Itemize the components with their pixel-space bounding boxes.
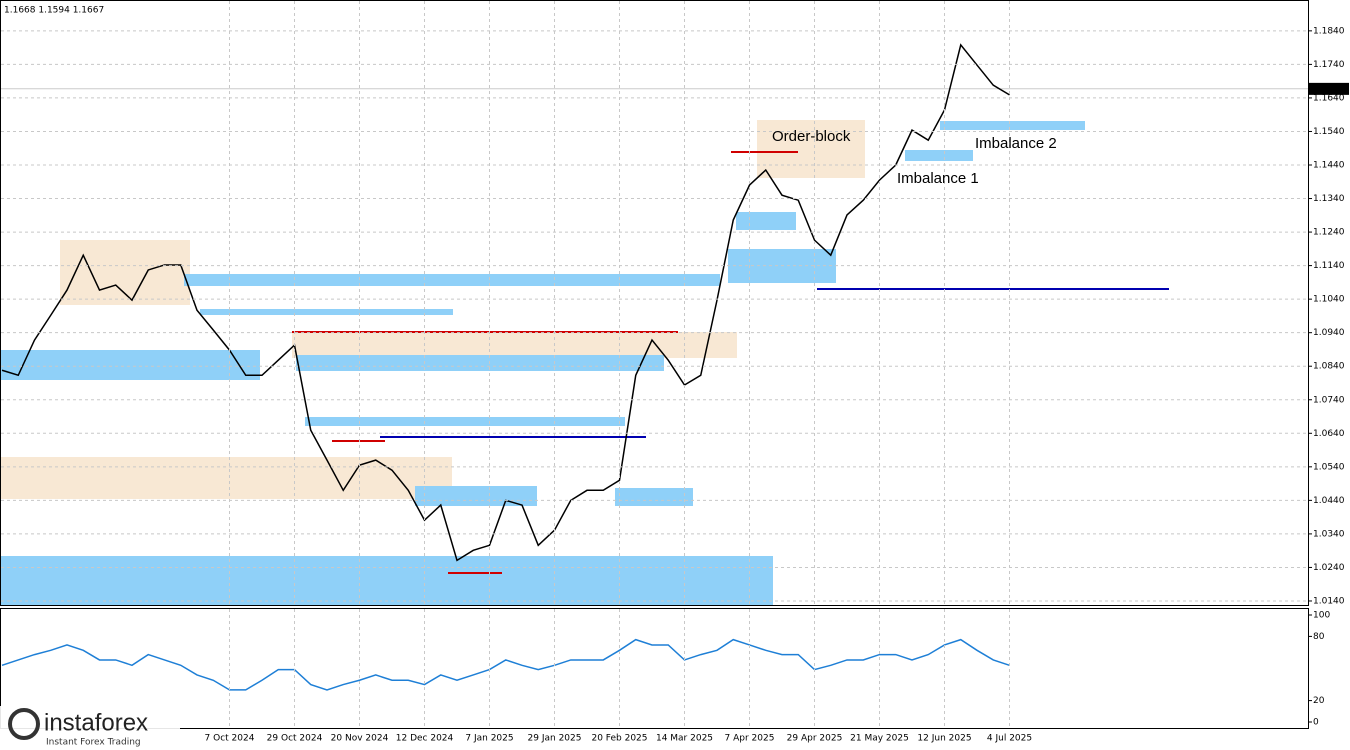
y-tick-label: 1.1740 bbox=[1313, 60, 1345, 70]
y-tick-label: 1.1040 bbox=[1313, 295, 1345, 305]
last-price-box bbox=[1309, 82, 1349, 95]
y-tick-label: 1.1340 bbox=[1313, 194, 1345, 204]
x-tick-label: 7 Apr 2025 bbox=[725, 734, 775, 744]
y-tick-label: 1.0340 bbox=[1313, 529, 1345, 539]
y-tick-label: 0 bbox=[1313, 718, 1319, 728]
oscillator-line bbox=[1, 638, 1010, 691]
imbalance-zone bbox=[905, 150, 973, 161]
y-tick-label: 1.1640 bbox=[1313, 93, 1345, 103]
imbalance-zone bbox=[184, 274, 720, 286]
annotation: Imbalance 2 bbox=[975, 135, 1057, 152]
x-tick-label: 20 Nov 2024 bbox=[331, 734, 389, 744]
order-block-zone bbox=[0, 457, 452, 499]
oscillator-frame bbox=[0, 608, 1309, 729]
price-frame bbox=[0, 0, 1309, 606]
y-tick-label: 1.0740 bbox=[1313, 395, 1345, 405]
y-tick-label: 1.0840 bbox=[1313, 362, 1345, 372]
imbalance-zone bbox=[0, 350, 260, 380]
ohlc-header: 1.1668 1.1594 1.1667 bbox=[4, 6, 104, 16]
x-tick-label: 29 Jan 2025 bbox=[528, 734, 582, 744]
imbalance-zone bbox=[0, 556, 773, 605]
y-tick-label: 1.0540 bbox=[1313, 462, 1345, 472]
x-tick-label: 7 Jan 2025 bbox=[465, 734, 513, 744]
imbalance-zone bbox=[415, 486, 537, 506]
x-tick-label: 29 Apr 2025 bbox=[787, 734, 843, 744]
x-tick-label: 4 Jul 2025 bbox=[987, 734, 1032, 744]
y-tick-label: 20 bbox=[1313, 696, 1325, 706]
y-tick-label: 1.1140 bbox=[1313, 261, 1345, 271]
y-tick-label: 1.1840 bbox=[1313, 26, 1345, 36]
x-tick-label: 20 Feb 2025 bbox=[591, 734, 647, 744]
x-tick-label: 12 Dec 2024 bbox=[396, 734, 454, 744]
y-tick-label: 1.0440 bbox=[1313, 496, 1345, 506]
imbalance-zone bbox=[305, 417, 625, 426]
imbalance-zone bbox=[296, 355, 664, 371]
y-tick-label: 1.0140 bbox=[1313, 596, 1345, 606]
x-tick-label: 29 Oct 2024 bbox=[267, 734, 323, 744]
annotation: Imbalance 1 bbox=[897, 170, 979, 187]
watermark-icon bbox=[8, 708, 40, 740]
y-tick-label: 1.0940 bbox=[1313, 328, 1345, 338]
y-tick-label: 1.1540 bbox=[1313, 127, 1345, 137]
y-tick-label: 1.1240 bbox=[1313, 228, 1345, 238]
x-tick-label: 7 Oct 2024 bbox=[205, 734, 255, 744]
imbalance-zone bbox=[615, 488, 693, 506]
y-tick-label: 80 bbox=[1313, 632, 1325, 642]
annotation: Order-block bbox=[772, 128, 851, 145]
x-tick-label: 12 Jun 2025 bbox=[917, 734, 971, 744]
y-tick-label: 1.0640 bbox=[1313, 429, 1345, 439]
x-tick-label: 14 Mar 2025 bbox=[656, 734, 713, 744]
watermark-brand: instaforex bbox=[44, 709, 148, 736]
y-tick-label: 1.0240 bbox=[1313, 563, 1345, 573]
watermark-tagline: Instant Forex Trading bbox=[46, 738, 141, 748]
order-block-zone bbox=[757, 120, 865, 178]
y-tick-label: 1.1440 bbox=[1313, 161, 1345, 171]
y-tick-label: 100 bbox=[1313, 611, 1330, 621]
order-block-zone bbox=[292, 332, 737, 358]
imbalance-zone bbox=[200, 309, 453, 315]
order-block-zone bbox=[60, 240, 190, 305]
zones bbox=[0, 120, 1169, 605]
x-tick-label: 21 May 2025 bbox=[850, 734, 909, 744]
imbalance-zone bbox=[736, 212, 796, 230]
imbalance-zone bbox=[940, 121, 1085, 130]
